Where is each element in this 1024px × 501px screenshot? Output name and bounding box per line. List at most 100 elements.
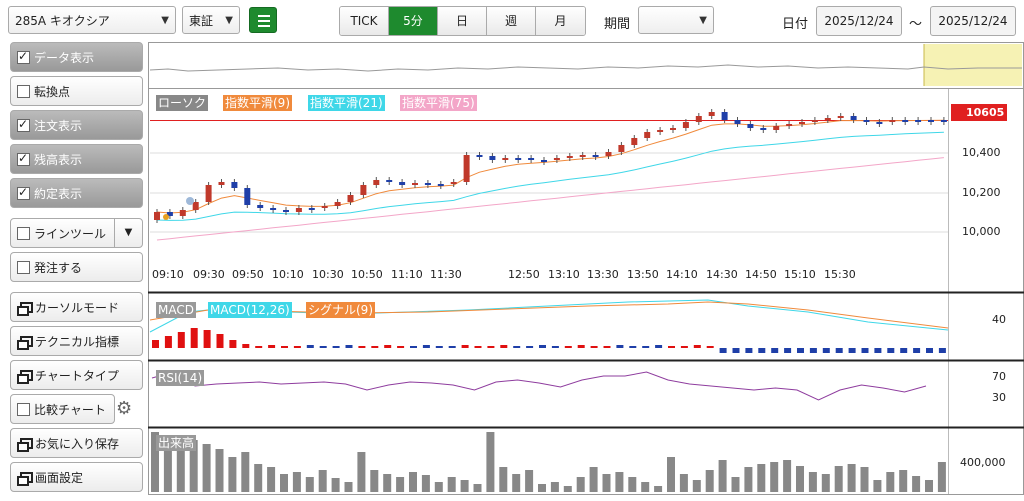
chart-area[interactable]: ローソク 指数平滑(9) 指数平滑(21) 指数平滑(75) 10605 10,… bbox=[148, 40, 1024, 498]
tab-day[interactable]: 日 bbox=[438, 7, 487, 35]
sidebar-item-compare-chart[interactable]: 比較チャート bbox=[10, 394, 115, 424]
volume-bar bbox=[654, 486, 663, 492]
window-icon bbox=[17, 437, 33, 452]
checkbox-icon bbox=[17, 49, 30, 64]
macd-bar bbox=[242, 344, 250, 348]
period-select[interactable]: ▼ bbox=[638, 6, 714, 34]
sidebar-item-save-favorite[interactable]: お気に入り保存 bbox=[10, 428, 143, 458]
sidebar-item-label: データ表示 bbox=[34, 50, 95, 65]
checkbox-icon bbox=[17, 84, 30, 98]
list-view-button[interactable] bbox=[249, 7, 277, 33]
candle-body bbox=[631, 138, 638, 145]
date-from-input[interactable]: 2025/12/24 bbox=[816, 6, 902, 36]
macd-bar bbox=[358, 346, 366, 348]
chart-canvas[interactable] bbox=[148, 40, 1024, 498]
volume-bar bbox=[421, 475, 430, 492]
sidebar-item-chart-type[interactable]: チャートタイプ bbox=[10, 360, 143, 390]
candle-body bbox=[553, 158, 560, 160]
symbol-select[interactable]: 285A キオクシア ▼ bbox=[8, 6, 176, 34]
time-tick: 15:10 bbox=[784, 268, 816, 281]
volume-bar bbox=[783, 460, 792, 492]
volume-bar bbox=[860, 467, 869, 492]
volume-bar bbox=[512, 474, 521, 492]
volume-bar bbox=[357, 452, 366, 492]
window-icon bbox=[17, 301, 33, 316]
candle-body bbox=[166, 212, 173, 216]
macd-bar bbox=[461, 345, 469, 348]
chevron-down-icon[interactable]: ▼ bbox=[114, 219, 142, 247]
main-grid bbox=[150, 152, 948, 233]
market-select[interactable]: 東証 ▼ bbox=[182, 6, 240, 34]
sidebar-item-label: 発注する bbox=[34, 260, 83, 275]
macd-bar bbox=[448, 346, 456, 348]
sidebar-item-turning-point[interactable]: 転換点 bbox=[10, 76, 143, 106]
candle-body bbox=[450, 182, 457, 184]
legend-macd: MACD bbox=[156, 302, 196, 318]
candle-body bbox=[476, 155, 483, 157]
volume-bar bbox=[937, 462, 946, 492]
macd-bar bbox=[410, 346, 417, 348]
order-marker bbox=[163, 214, 169, 220]
volume-bar bbox=[628, 477, 637, 492]
gear-icon[interactable]: ⚙ bbox=[116, 398, 133, 419]
tab-month[interactable]: 月 bbox=[536, 7, 585, 35]
macd-bar bbox=[680, 346, 688, 348]
candle-body bbox=[528, 158, 535, 160]
macd-bar bbox=[384, 345, 392, 348]
candle-body bbox=[541, 160, 547, 162]
candle-body bbox=[399, 182, 406, 185]
candle-body bbox=[566, 156, 573, 158]
macd-bar bbox=[822, 348, 830, 353]
tab-tick[interactable]: TICK bbox=[340, 7, 389, 35]
volume-bar bbox=[525, 470, 534, 492]
candle-body bbox=[437, 184, 444, 186]
legend-macd-params: MACD(12,26) bbox=[208, 302, 292, 318]
candle-body bbox=[270, 208, 277, 210]
candle-body bbox=[837, 116, 844, 118]
candle-body bbox=[915, 120, 922, 122]
volume-bar bbox=[331, 478, 340, 492]
sidebar-item-line-tool[interactable]: ラインツール ▼ bbox=[10, 218, 143, 248]
macd-bar bbox=[719, 348, 727, 353]
volume-bar bbox=[667, 457, 675, 492]
price-tick: 10,200 bbox=[962, 186, 1001, 199]
sidebar-item-execution-display[interactable]: 約定表示 bbox=[10, 178, 143, 208]
volume-bar bbox=[409, 472, 417, 492]
volume-bar bbox=[176, 437, 185, 492]
candle-body bbox=[605, 152, 612, 156]
date-separator: ～ bbox=[909, 17, 923, 32]
sidebar-item-balance-display[interactable]: 残高表示 bbox=[10, 144, 143, 174]
volume-bar bbox=[189, 440, 198, 492]
volume-bar bbox=[796, 466, 804, 492]
sidebar-item-place-order[interactable]: 発注する bbox=[10, 252, 143, 282]
candle-body bbox=[579, 155, 586, 157]
volume-bar bbox=[215, 449, 224, 492]
macd-bar bbox=[668, 346, 675, 348]
tab-week[interactable]: 週 bbox=[487, 7, 536, 35]
candle-body bbox=[721, 112, 728, 120]
tab-5min[interactable]: 5分 bbox=[389, 7, 438, 35]
candlesticks bbox=[154, 109, 947, 223]
candle-body bbox=[283, 210, 289, 212]
toolbar: 285A キオクシア ▼ 東証 ▼ TICK 5分 日 週 月 期間 ▼ 日付 … bbox=[0, 0, 1024, 40]
sidebar-item-cursor-mode[interactable]: カーソルモード bbox=[10, 292, 143, 322]
sidebar-item-order-display[interactable]: 注文表示 bbox=[10, 110, 143, 140]
volume-bar bbox=[280, 474, 288, 492]
macd-bar bbox=[590, 346, 598, 348]
volume-bar bbox=[486, 432, 495, 492]
macd-bar bbox=[564, 346, 572, 348]
sidebar-item-data-display[interactable]: データ表示 bbox=[10, 42, 143, 72]
macd-bar bbox=[771, 348, 779, 353]
sidebar-item-technical-indicator[interactable]: テクニカル指標 bbox=[10, 326, 143, 356]
time-tick: 09:30 bbox=[193, 268, 225, 281]
current-price-box bbox=[951, 104, 1007, 121]
volume-bar bbox=[847, 464, 856, 492]
volume-bar bbox=[692, 480, 701, 492]
volume-bar bbox=[641, 482, 650, 492]
date-to-input[interactable]: 2025/12/24 bbox=[930, 6, 1016, 36]
time-tick: 14:10 bbox=[666, 268, 698, 281]
macd-bar bbox=[268, 345, 276, 348]
volume-bar bbox=[899, 470, 908, 492]
candle-body bbox=[502, 158, 509, 160]
sidebar-item-screen-settings[interactable]: 画面設定 bbox=[10, 462, 143, 492]
